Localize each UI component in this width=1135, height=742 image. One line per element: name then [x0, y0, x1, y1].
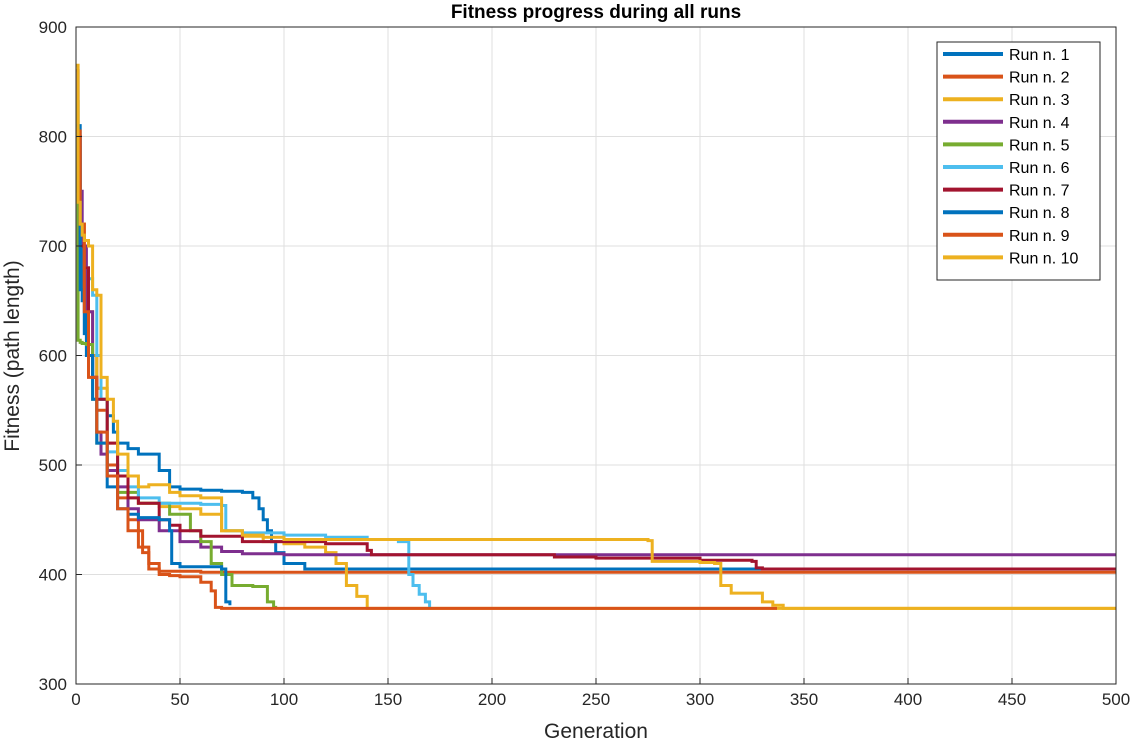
legend-label-run-10: Run n. 10: [1009, 250, 1078, 267]
y-tick-label: 700: [39, 237, 67, 256]
y-tick-label: 800: [39, 128, 67, 147]
x-tick-label: 0: [71, 690, 80, 709]
y-axis-label: Fitness (path length): [1, 260, 24, 451]
y-tick-label: 300: [39, 675, 67, 694]
x-axis-label: Generation: [544, 720, 648, 742]
chart-title: Fitness progress during all runs: [451, 2, 741, 23]
y-tick-label: 900: [39, 18, 67, 37]
series-line-run-10: [76, 63, 1116, 610]
y-axis-ticks: 300 400 500 600 700 800 900: [39, 18, 82, 694]
legend-label-run-3: Run n. 3: [1009, 92, 1070, 109]
plot-lines: [76, 63, 1116, 610]
legend-label-run-4: Run n. 4: [1009, 115, 1070, 132]
series-line-run-9: [76, 129, 777, 610]
x-tick-label: 200: [478, 690, 506, 709]
x-tick-label: 50: [171, 690, 190, 709]
legend-label-run-9: Run n. 9: [1009, 228, 1070, 245]
legend-box: [936, 41, 1101, 281]
legend-label-run-1: Run n. 1: [1009, 47, 1070, 64]
legend-label-run-6: Run n. 6: [1009, 160, 1070, 177]
y-tick-label: 500: [39, 456, 67, 475]
y-tick-label: 400: [39, 566, 67, 585]
x-tick-label: 500: [1102, 690, 1130, 709]
series-line-run-4: [76, 69, 1116, 557]
legend-label-run-7: Run n. 7: [1009, 183, 1070, 200]
series-line-run-6: [76, 135, 432, 608]
y-tick-label: 600: [39, 347, 67, 366]
legend-label-run-8: Run n. 8: [1009, 205, 1070, 222]
x-tick-label: 350: [790, 690, 818, 709]
legend-label-run-2: Run n. 2: [1009, 70, 1070, 87]
x-tick-label: 100: [270, 690, 298, 709]
x-axis-ticks: 0 50 100 150 200 250 300 350 400 450 500: [71, 678, 1130, 709]
x-tick-label: 150: [374, 690, 402, 709]
series-line-run-5: [76, 100, 278, 609]
x-tick-label: 450: [998, 690, 1026, 709]
x-tick-label: 250: [582, 690, 610, 709]
legend: Run n. 1 Run n. 2 Run n. 3 Run n. 4 Run n. 5…: [936, 41, 1101, 281]
x-tick-label: 300: [686, 690, 714, 709]
legend-label-run-5: Run n. 5: [1009, 137, 1070, 154]
x-tick-label: 400: [894, 690, 922, 709]
